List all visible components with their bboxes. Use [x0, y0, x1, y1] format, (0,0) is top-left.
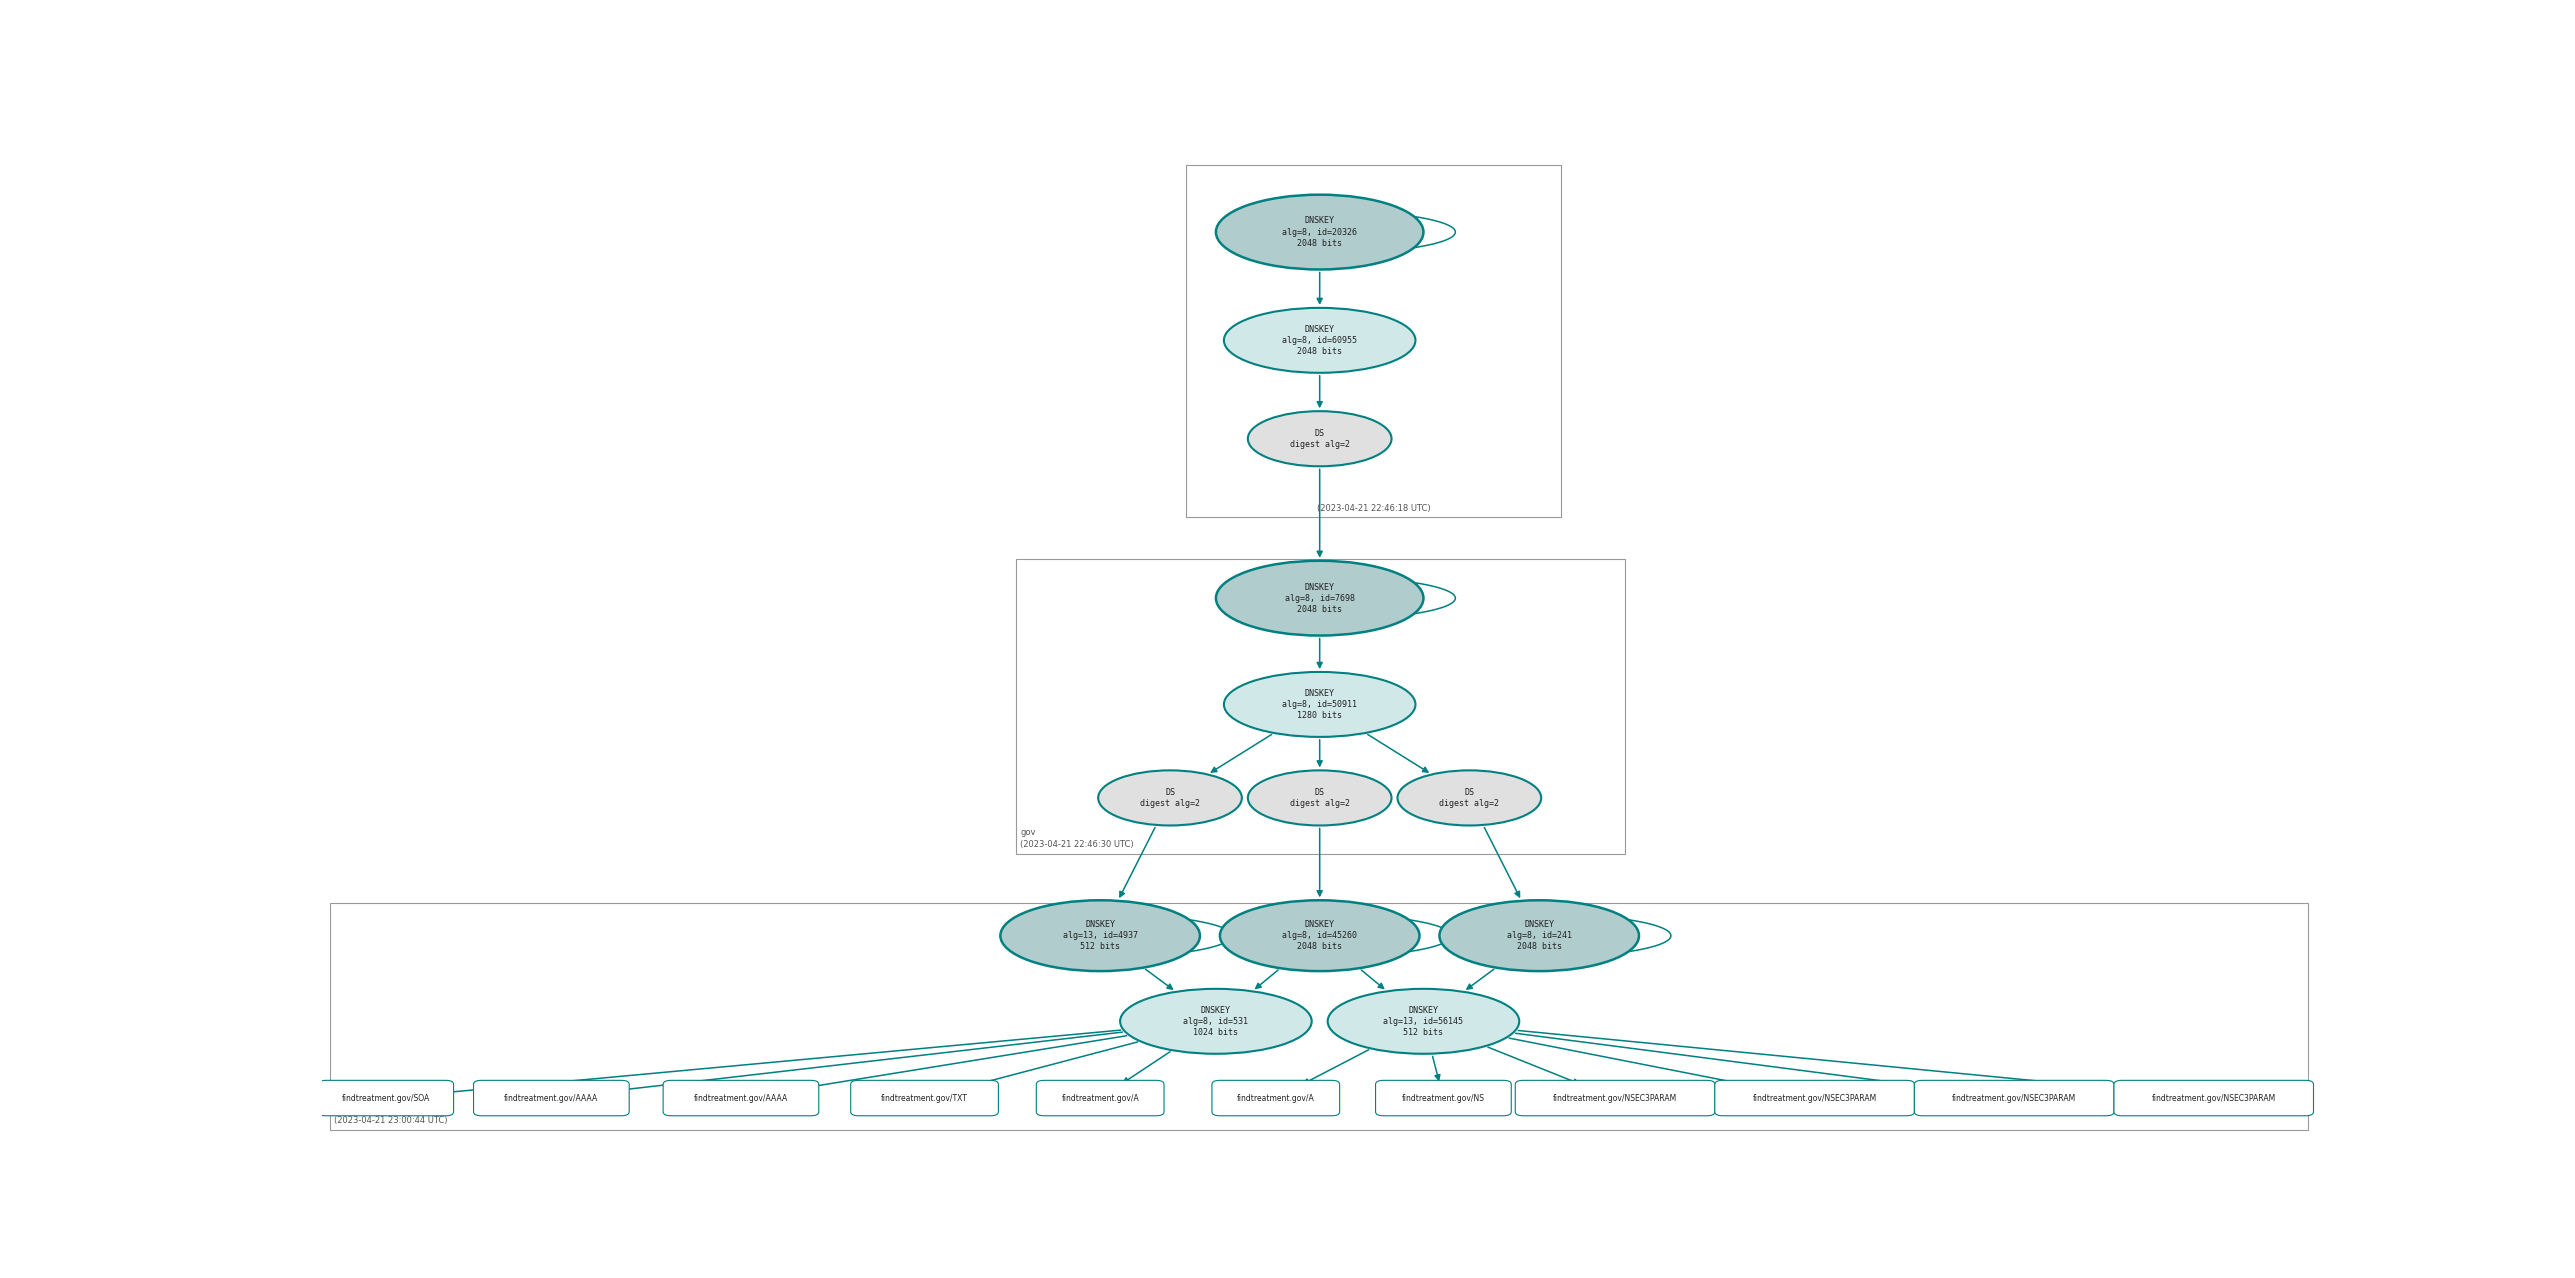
Text: DS
digest alg=2: DS digest alg=2 — [1141, 787, 1200, 808]
Text: findtreatment.gov/NSEC3PARAM: findtreatment.gov/NSEC3PARAM — [1754, 1094, 1877, 1103]
Text: findtreatment.gov/A: findtreatment.gov/A — [1061, 1094, 1138, 1103]
Text: DNSKEY
alg=8, id=60955
2048 bits: DNSKEY alg=8, id=60955 2048 bits — [1282, 325, 1357, 357]
Ellipse shape — [1249, 412, 1390, 466]
FancyBboxPatch shape — [1375, 1080, 1512, 1116]
Text: findtreatment.gov/NSEC3PARAM: findtreatment.gov/NSEC3PARAM — [1952, 1094, 2075, 1103]
Ellipse shape — [1215, 194, 1424, 270]
FancyBboxPatch shape — [2114, 1080, 2312, 1116]
FancyBboxPatch shape — [664, 1080, 819, 1116]
Ellipse shape — [1221, 900, 1419, 971]
FancyBboxPatch shape — [1913, 1080, 2114, 1116]
Ellipse shape — [1215, 561, 1424, 635]
Text: findtreatment.gov/NSEC3PARAM: findtreatment.gov/NSEC3PARAM — [2153, 1094, 2276, 1103]
Ellipse shape — [1329, 989, 1519, 1054]
Text: DS
digest alg=2: DS digest alg=2 — [1290, 787, 1349, 808]
Text: findtreatment.gov/NS: findtreatment.gov/NS — [1401, 1094, 1486, 1103]
Text: DS
digest alg=2: DS digest alg=2 — [1439, 787, 1499, 808]
Text: DS
digest alg=2: DS digest alg=2 — [1290, 428, 1349, 449]
FancyBboxPatch shape — [1187, 165, 1560, 518]
Text: findtreatment.gov/AAAA: findtreatment.gov/AAAA — [693, 1094, 788, 1103]
Text: DNSKEY
alg=8, id=50911
1280 bits: DNSKEY alg=8, id=50911 1280 bits — [1282, 689, 1357, 720]
Text: DNSKEY
alg=13, id=4937
512 bits: DNSKEY alg=13, id=4937 512 bits — [1063, 920, 1138, 951]
FancyBboxPatch shape — [330, 904, 2307, 1130]
Text: DNSKEY
alg=8, id=241
2048 bits: DNSKEY alg=8, id=241 2048 bits — [1506, 920, 1571, 951]
Ellipse shape — [1223, 672, 1416, 737]
Text: gov
(2023-04-21 22:46:30 UTC): gov (2023-04-21 22:46:30 UTC) — [1020, 828, 1133, 849]
Text: findtreatment.gov/AAAA: findtreatment.gov/AAAA — [505, 1094, 597, 1103]
Text: DNSKEY
alg=8, id=7698
2048 bits: DNSKEY alg=8, id=7698 2048 bits — [1285, 583, 1354, 613]
Ellipse shape — [1120, 989, 1311, 1054]
Text: DNSKEY
alg=8, id=20326
2048 bits: DNSKEY alg=8, id=20326 2048 bits — [1282, 216, 1357, 248]
FancyBboxPatch shape — [1213, 1080, 1339, 1116]
FancyBboxPatch shape — [1715, 1080, 1913, 1116]
Ellipse shape — [1439, 900, 1640, 971]
Text: (2023-04-21 22:46:18 UTC): (2023-04-21 22:46:18 UTC) — [1316, 504, 1429, 512]
Text: findtreatment.gov/SOA: findtreatment.gov/SOA — [342, 1094, 430, 1103]
FancyBboxPatch shape — [317, 1080, 453, 1116]
Text: findtreatment.gov/TXT: findtreatment.gov/TXT — [881, 1094, 968, 1103]
FancyBboxPatch shape — [474, 1080, 628, 1116]
Ellipse shape — [1002, 900, 1200, 971]
Text: findtreatment.gov
(2023-04-21 23:00:44 UTC): findtreatment.gov (2023-04-21 23:00:44 U… — [335, 1104, 448, 1125]
Text: findtreatment.gov/NSEC3PARAM: findtreatment.gov/NSEC3PARAM — [1553, 1094, 1676, 1103]
FancyBboxPatch shape — [1035, 1080, 1164, 1116]
FancyBboxPatch shape — [1017, 558, 1625, 854]
Text: findtreatment.gov/A: findtreatment.gov/A — [1236, 1094, 1316, 1103]
Text: DNSKEY
alg=13, id=56145
512 bits: DNSKEY alg=13, id=56145 512 bits — [1383, 1006, 1463, 1036]
Ellipse shape — [1097, 771, 1241, 826]
FancyBboxPatch shape — [850, 1080, 999, 1116]
FancyBboxPatch shape — [1514, 1080, 1715, 1116]
Text: DNSKEY
alg=8, id=531
1024 bits: DNSKEY alg=8, id=531 1024 bits — [1184, 1006, 1249, 1036]
Ellipse shape — [1398, 771, 1542, 826]
Ellipse shape — [1223, 308, 1416, 373]
Text: DNSKEY
alg=8, id=45260
2048 bits: DNSKEY alg=8, id=45260 2048 bits — [1282, 920, 1357, 951]
Ellipse shape — [1249, 771, 1390, 826]
